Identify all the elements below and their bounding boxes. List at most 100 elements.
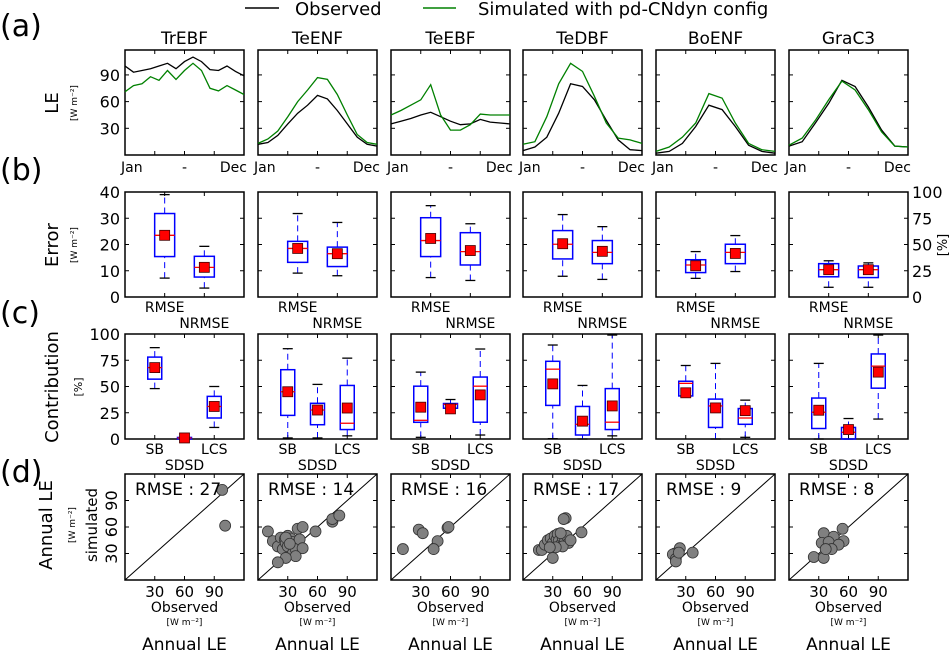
box-iqr (870, 353, 886, 389)
box-iqr (206, 395, 222, 419)
mean-marker (464, 245, 476, 256)
y-tick-label: 20 (100, 236, 120, 255)
x-category-label: SDSD (696, 458, 735, 474)
x-category-label: SB (677, 442, 696, 458)
y-tick-label: 0 (110, 288, 120, 307)
scatter-point (819, 543, 832, 555)
x-axis-label: Observed (284, 600, 351, 616)
x-tick-label-start: Jan (386, 160, 409, 176)
scatter-point (543, 541, 556, 554)
x-tick-label: 30 (411, 583, 430, 601)
scatter-point (289, 550, 302, 563)
x-category-label: SB (146, 442, 165, 458)
x-category-label: NRMSE (843, 316, 893, 332)
x-tick-label: 90 (205, 583, 224, 601)
x-axis-unit: [W m⁻²] (565, 618, 601, 628)
x-tick-label-end: Dec (884, 160, 911, 176)
x-tick-label-start: Jan (253, 160, 276, 176)
mean-marker (282, 386, 294, 398)
x-category-label: SDSD (165, 458, 204, 474)
x-tick-label: 90 (736, 583, 755, 601)
x-tick-label-end: Dec (220, 160, 247, 176)
bottom-label: Annual LE (673, 635, 758, 654)
x-category-label: SB (544, 442, 563, 458)
y-tick-label: 60 (102, 517, 121, 537)
mean-marker (415, 401, 427, 413)
y-tick-label: 0 (110, 430, 120, 449)
observed-series-line (390, 111, 511, 126)
box-iqr (707, 398, 724, 429)
x-tick-label-mid: - (448, 160, 453, 176)
y-tick-label: 30 (100, 119, 120, 138)
mean-marker (596, 245, 608, 257)
x-category-label: RMSE (145, 300, 185, 316)
x-tick-label: 90 (603, 583, 622, 601)
pft-title-tedbf: TeDBF (555, 29, 609, 49)
x-category-label: SDSD (829, 458, 868, 474)
pft-title-trebf: TrEBF (160, 29, 208, 49)
mean-marker (292, 243, 304, 254)
box-iqr (280, 368, 296, 417)
mean-marker (331, 248, 343, 260)
row-c-yunit: [%] (72, 377, 85, 396)
box-iqr (326, 246, 349, 268)
mean-marker (729, 248, 741, 259)
box-iqr (193, 255, 216, 278)
line-panel-frame (655, 49, 776, 156)
row-a-ylabel: LE (42, 92, 63, 113)
x-category-label: LCS (334, 442, 361, 458)
plots: TrEBF TeENF TeEBF TeDBF BoENF GraC3 LE [W m⁻²] 3… (36, 29, 949, 654)
scatter-point (575, 526, 588, 539)
box-iqr (811, 397, 827, 430)
right-y-tick-label: 0 (912, 288, 922, 307)
x-axis-unit: [W m⁻²] (831, 618, 867, 628)
box-iqr (419, 216, 442, 258)
scatter-point (564, 534, 577, 547)
scatter-point (296, 542, 309, 555)
scatter-point (442, 521, 455, 533)
box-iqr (684, 258, 707, 274)
x-tick-label-end: Dec (618, 160, 645, 176)
legend: Observed Simulated with pd-CNdyn config (245, 0, 768, 20)
box-iqr (724, 243, 747, 265)
x-category-label: SB (810, 442, 829, 458)
simulated-series-line (655, 92, 776, 153)
x-category-label: NRMSE (312, 316, 362, 332)
simulated-series-line (124, 62, 245, 96)
y-tick-label: 75 (100, 351, 120, 370)
scatter-point (219, 519, 232, 532)
row-b-ylabel: Error (42, 222, 63, 266)
x-tick-label-end: Dec (486, 160, 513, 176)
scatter-point (557, 513, 570, 525)
x-axis-label: Observed (815, 600, 882, 616)
right-y-tick-label: 75 (912, 209, 932, 228)
x-tick-label-mid: - (580, 160, 585, 176)
x-category-label: NRMSE (710, 316, 760, 332)
scatter-point (296, 521, 309, 533)
y-tick-label: 30 (100, 209, 120, 228)
row-d-yunit: [W m⁻²] (68, 507, 78, 543)
x-category-label: NRMSE (577, 316, 627, 332)
x-tick-label: 30 (676, 583, 695, 601)
x-category-label: LCS (467, 442, 494, 458)
rmse-label: RMSE : 17 (533, 480, 619, 500)
legend-observed-label: Observed (295, 0, 382, 20)
legend-simulated-label: Simulated with pd-CNdyn config (478, 0, 768, 20)
x-category-label: LCS (732, 442, 759, 458)
pft-title-grac3: GraC3 (822, 29, 875, 49)
scatter-point (271, 556, 284, 569)
x-category-label: NRMSE (179, 316, 229, 332)
box-panel-frame (522, 191, 643, 298)
box-panel-frame (257, 191, 378, 298)
row-b-yunit: [W m⁻²] (70, 227, 80, 263)
scatter-point (396, 543, 409, 555)
x-tick-label: 60 (573, 583, 592, 601)
rmse-label: RMSE : 27 (135, 480, 221, 500)
row-d-ylabel: Annual LE (36, 480, 57, 570)
scatter-point (333, 509, 346, 522)
x-tick-label: 30 (543, 583, 562, 601)
scatter-point (686, 546, 699, 559)
bottom-label: Annual LE (540, 635, 625, 654)
mean-marker (557, 238, 569, 250)
mean-marker (813, 404, 825, 416)
